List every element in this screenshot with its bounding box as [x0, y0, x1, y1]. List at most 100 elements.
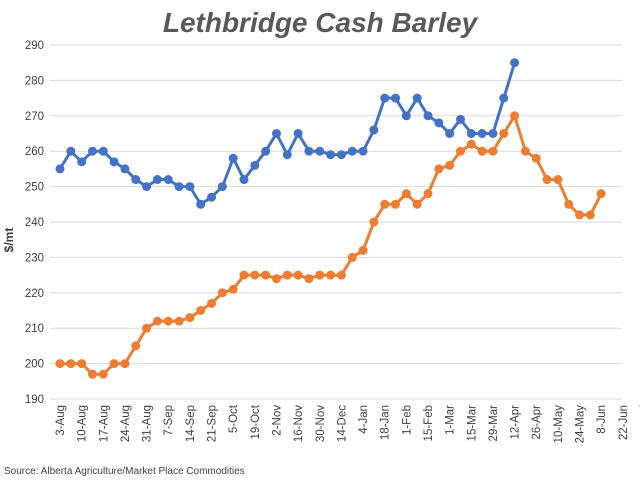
chart-title: Lethbridge Cash Barley — [163, 7, 479, 38]
data-point — [217, 182, 227, 192]
x-tick-label: 22-Jun — [618, 405, 630, 440]
data-point — [542, 175, 552, 185]
data-point — [293, 270, 303, 280]
data-point — [434, 118, 444, 128]
data-point — [98, 146, 108, 156]
data-point — [271, 129, 281, 138]
y-tick-label: 240 — [25, 217, 44, 229]
x-tick-label: 12-Apr — [510, 405, 522, 440]
y-tick-label: 230 — [25, 252, 44, 264]
data-point — [131, 175, 141, 185]
y-tick-label: 200 — [25, 359, 44, 371]
data-point — [455, 146, 465, 156]
data-point — [87, 369, 97, 379]
data-point — [142, 323, 152, 333]
x-tick-labels: 3-Aug 10-Aug 17-Aug 24-Aug 31-Aug 7-Sep 14-Sep… — [55, 404, 640, 443]
data-point — [499, 93, 509, 103]
data-point — [358, 146, 368, 156]
y-tick-label: 190 — [25, 394, 44, 406]
data-point — [401, 111, 411, 121]
y-tick-label: 280 — [25, 75, 44, 87]
data-point — [271, 274, 281, 284]
x-tick-label: 10-Aug — [77, 405, 89, 442]
y-tick-label: 250 — [25, 182, 44, 194]
x-tick-label: 1-Mar — [445, 405, 457, 435]
y-axis-label: $/mt — [2, 228, 16, 253]
data-point — [304, 274, 314, 284]
data-point — [488, 129, 498, 138]
data-point — [77, 157, 87, 167]
data-point — [174, 182, 184, 192]
data-point — [293, 129, 303, 138]
x-tick-label: 26-Apr — [531, 405, 543, 440]
x-tick-label: 15-Feb — [423, 405, 435, 441]
data-point — [196, 306, 206, 315]
data-point — [596, 189, 606, 199]
data-point — [77, 359, 87, 369]
x-tick-label: 17-Aug — [98, 405, 110, 442]
y-tick-label: 270 — [25, 111, 44, 123]
data-point — [510, 58, 520, 68]
data-point — [239, 175, 249, 185]
data-point — [152, 175, 162, 185]
series-layer — [55, 58, 606, 379]
data-point — [120, 359, 130, 369]
data-point — [142, 182, 152, 192]
data-point — [347, 252, 357, 262]
data-point — [109, 157, 119, 167]
data-point — [185, 182, 195, 192]
source-note: Source: Alberta Agriculture/Market Place… — [4, 466, 245, 477]
data-point — [520, 146, 530, 156]
x-tick-label: 18-Jan — [380, 405, 392, 440]
x-tick-label: 3-Aug — [55, 405, 67, 436]
data-point — [380, 199, 390, 209]
data-point — [466, 129, 476, 138]
data-point — [488, 146, 498, 156]
data-point — [174, 316, 184, 326]
data-point — [250, 270, 260, 280]
data-point — [401, 189, 411, 199]
data-point — [369, 125, 379, 135]
data-point — [336, 270, 346, 280]
data-point — [66, 359, 76, 369]
data-point — [412, 93, 422, 103]
x-tick-label: 30-Nov — [315, 405, 327, 442]
data-point — [282, 150, 292, 160]
data-point — [163, 316, 173, 326]
data-point — [250, 160, 260, 170]
y-tick-label: 210 — [25, 323, 44, 335]
data-point — [553, 175, 563, 185]
x-tick-label: 14-Dec — [336, 405, 348, 442]
data-point — [412, 199, 422, 209]
x-tick-label: 2-Nov — [271, 405, 283, 436]
x-tick-label: 7-Sep — [163, 405, 175, 436]
data-point — [304, 146, 314, 156]
series-1 — [55, 111, 606, 379]
data-point — [55, 164, 65, 174]
data-point — [261, 270, 271, 280]
x-tick-label: 19-Oct — [250, 404, 262, 439]
data-point — [66, 146, 76, 156]
data-point — [423, 111, 433, 121]
y-tick-label: 290 — [25, 40, 44, 52]
data-point — [391, 199, 401, 209]
data-point — [445, 160, 455, 170]
data-point — [336, 150, 346, 160]
x-tick-label: 8-Jun — [596, 405, 608, 434]
x-tick-label: 5-Oct — [228, 404, 240, 433]
data-point — [477, 146, 487, 156]
data-point — [585, 210, 595, 220]
data-point — [455, 114, 465, 124]
data-point — [445, 129, 455, 138]
data-point — [499, 129, 509, 138]
x-tick-label: 1-Feb — [401, 405, 413, 435]
x-tick-label: 31-Aug — [142, 405, 154, 442]
data-point — [326, 270, 336, 280]
data-point — [477, 129, 487, 138]
data-point — [423, 189, 433, 199]
data-point — [564, 199, 574, 209]
y-tick-label: 260 — [25, 146, 44, 158]
data-point — [207, 192, 217, 202]
data-point — [228, 284, 238, 294]
